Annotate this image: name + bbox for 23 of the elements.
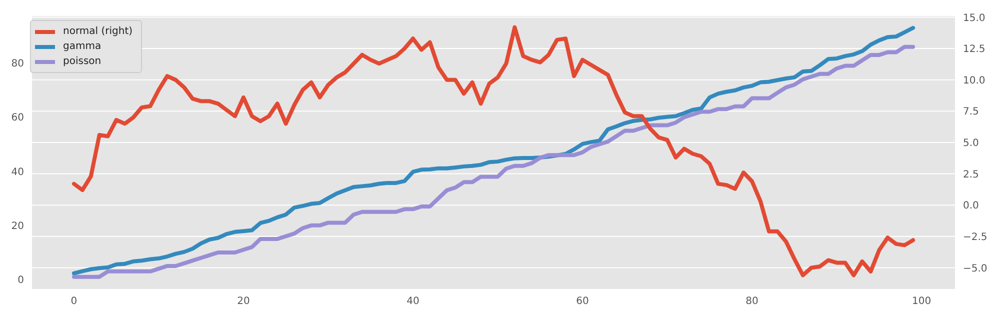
y2-tick-label: 2.5	[963, 169, 979, 180]
x-tick-label: 20	[237, 296, 250, 308]
y-tick-label: 20	[11, 220, 24, 232]
y-tick-label: 40	[11, 166, 24, 178]
x-tick-label: 80	[746, 296, 758, 308]
legend-label: gamma	[63, 41, 102, 52]
x-tick-label: 60	[576, 296, 589, 308]
x-tick-label: 100	[912, 296, 932, 308]
y2-tick-label: 10.0	[963, 75, 986, 86]
legend-label: normal (right)	[63, 26, 133, 37]
y2-tick-label: 15.0	[963, 12, 986, 24]
x-tick-label: 40	[406, 296, 420, 308]
x-tick-label: 0	[70, 296, 78, 308]
y-tick-label: 60	[11, 112, 24, 124]
y-tick-label: 0	[18, 275, 24, 286]
y2-tick-label: −2.5	[963, 232, 988, 243]
y2-tick-label: 5.0	[963, 138, 979, 150]
y2-tick-label: 12.5	[963, 44, 986, 56]
y2-tick-label: 7.5	[963, 106, 979, 118]
y2-tick-label: −5.0	[963, 263, 988, 274]
legend-label: poisson	[63, 56, 102, 67]
y-tick-label: 80	[11, 58, 24, 70]
y2-tick-label: 0.0	[963, 200, 979, 212]
